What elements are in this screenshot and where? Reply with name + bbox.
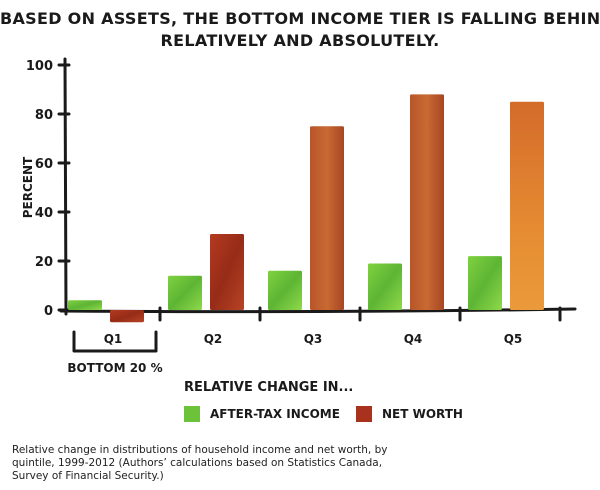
category-label-q2: Q2 (204, 332, 223, 346)
y-axis (63, 57, 68, 316)
bar-after-tax-income-q4 (368, 263, 402, 310)
bar-net-worth-q2 (210, 234, 244, 310)
legend-label: NET WORTH (382, 407, 463, 421)
y-tick-label: 20 (35, 255, 53, 270)
legend-item-after-tax-income: AFTER-TAX INCOME (184, 406, 340, 422)
y-tick-label: 60 (35, 157, 53, 172)
chart-title-line-1: BASED ON ASSETS, THE BOTTOM INCOME TIER … (0, 9, 600, 28)
legend-item-net-worth: NET WORTH (356, 406, 463, 422)
bar-net-worth-q1 (110, 310, 144, 323)
category-label-q3: Q3 (304, 332, 323, 346)
figure-caption: Relative change in distributions of hous… (12, 444, 388, 482)
legend-label: AFTER-TAX INCOME (210, 407, 340, 421)
bar-after-tax-income-q3 (268, 270, 302, 310)
bar-after-tax-income-q2 (168, 275, 202, 310)
y-tick-label: 40 (35, 206, 53, 221)
y-tick-label: 80 (35, 108, 53, 123)
legend-swatch-green (184, 406, 200, 422)
bar-net-worth-q5 (510, 101, 544, 310)
bar-after-tax-income-q5 (468, 256, 502, 310)
chart-title-line-2: RELATIVELY AND ABSOLUTELY. (160, 31, 440, 50)
bar-net-worth-q4 (410, 94, 444, 311)
category-label-q4: Q4 (404, 332, 423, 346)
y-axis-label: PERCENT (21, 156, 35, 218)
chart-title: BASED ON ASSETS, THE BOTTOM INCOME TIER … (0, 8, 600, 52)
axis-labels: 0 20 40 60 80 100 PERCENT Q1 Q2 Q3 Q4 Q5 BOTTOM 20 % (21, 59, 522, 375)
bar-net-worth-q3 (310, 126, 344, 310)
legend-title: RELATIVE CHANGE IN... (184, 380, 354, 395)
bracket-label: BOTTOM 20 % (67, 361, 162, 375)
bar-chart: 0 20 40 60 80 100 PERCENT Q1 Q2 Q3 Q4 Q5 BOTTOM 20 % (21, 57, 577, 375)
y-tick-label: 0 (44, 304, 53, 319)
bars (68, 94, 544, 323)
y-tick-label: 100 (26, 59, 53, 74)
category-label-q1: Q1 (104, 332, 123, 346)
bottom-20-bracket (72, 330, 158, 353)
legend-swatch-red (356, 406, 372, 422)
bar-after-tax-income-q1 (68, 300, 102, 310)
category-label-q5: Q5 (504, 332, 523, 346)
